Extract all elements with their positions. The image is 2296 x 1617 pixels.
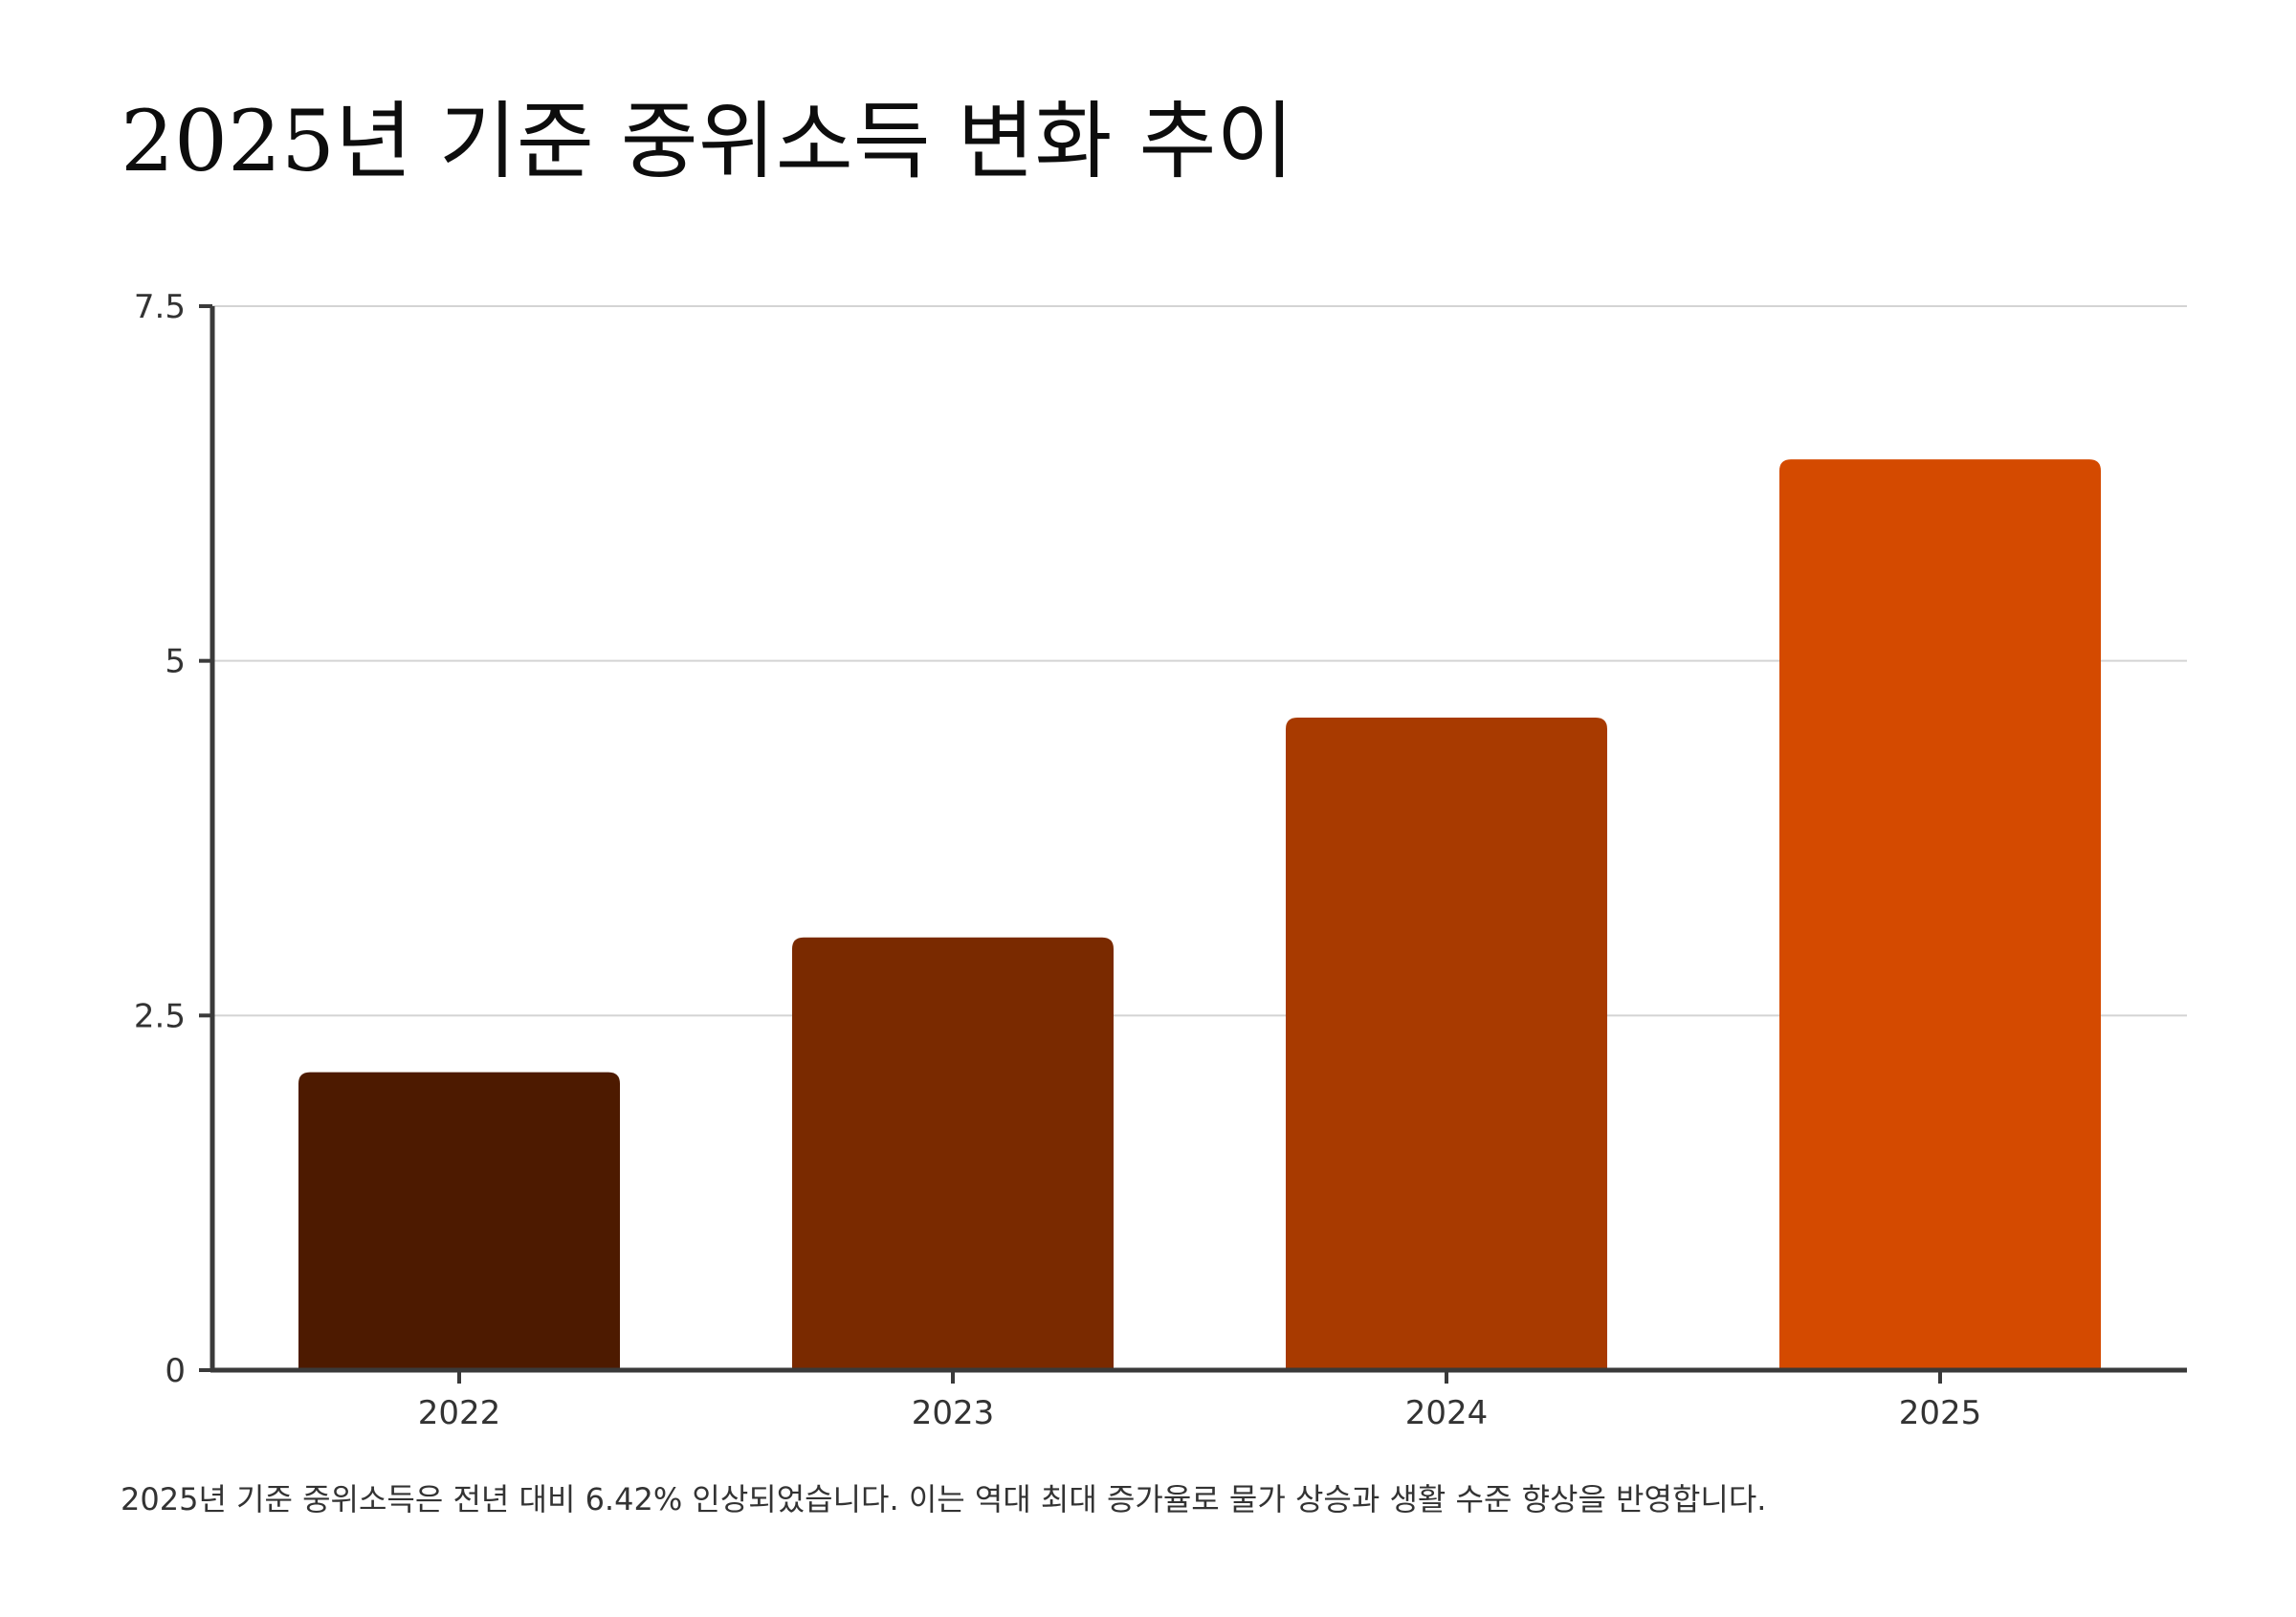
chart-title: 2025년 기준 중위소득 변화 추이 bbox=[121, 92, 1294, 190]
bar-2025 bbox=[1779, 459, 2101, 1370]
y-tick-labels: 0 2.5 5 7.5 bbox=[134, 288, 186, 1390]
y-tick-label: 5 bbox=[165, 643, 186, 681]
bar-2022 bbox=[298, 1072, 620, 1370]
bar-2024 bbox=[1286, 717, 1607, 1370]
x-tick-label: 2023 bbox=[912, 1394, 995, 1432]
x-tick-labels: 2022 2023 2024 2025 bbox=[418, 1394, 1982, 1432]
y-tick-label: 2.5 bbox=[134, 997, 186, 1035]
y-tick-label: 0 bbox=[165, 1352, 186, 1390]
y-tick-label: 7.5 bbox=[134, 288, 186, 326]
axes bbox=[199, 304, 2187, 1384]
chart-caption: 2025년 기준 중위소득은 전년 대비 6.42% 인상되었습니다. 이는 역… bbox=[121, 1481, 1767, 1517]
bars bbox=[298, 459, 2101, 1370]
x-tick-label: 2024 bbox=[1405, 1394, 1489, 1432]
bar-2023 bbox=[792, 937, 1114, 1370]
x-tick-label: 2022 bbox=[418, 1394, 501, 1432]
x-tick-label: 2025 bbox=[1899, 1394, 1982, 1432]
